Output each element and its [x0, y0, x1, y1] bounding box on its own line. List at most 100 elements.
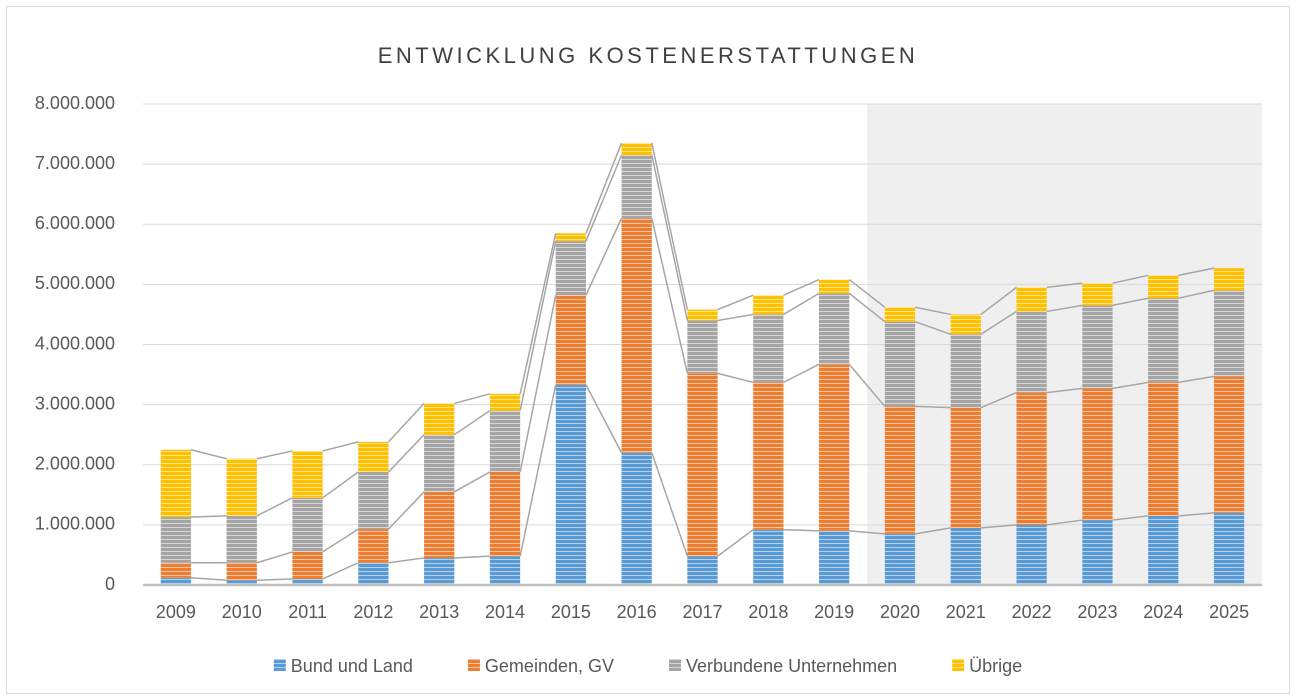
- bar-segment: [819, 279, 850, 294]
- series-connector: [651, 452, 689, 557]
- bar-segment: [950, 334, 981, 408]
- bar-segment: [424, 557, 455, 585]
- series-connector: [783, 528, 820, 532]
- series-connector: [453, 471, 491, 493]
- bar-segment: [555, 384, 586, 585]
- series-connector: [322, 441, 359, 452]
- x-tick-label: 2012: [353, 602, 393, 622]
- legend-swatch: [467, 659, 480, 671]
- legend-label: Verbundene Unternehmen: [686, 656, 897, 676]
- bar-segment: [621, 452, 652, 585]
- bar-segment: [424, 403, 455, 435]
- series-connector: [387, 402, 425, 443]
- series-connector: [848, 363, 886, 407]
- bar-segment: [884, 533, 916, 585]
- x-tick-label: 2017: [682, 602, 722, 622]
- bar-segment: [621, 155, 652, 219]
- series-connector: [519, 240, 557, 411]
- legend-item: Verbundene Unternehmen: [669, 656, 897, 676]
- series-connector: [1178, 289, 1215, 299]
- bar-segment: [884, 307, 916, 322]
- x-tick-label: 2016: [617, 602, 657, 622]
- series-connector: [256, 450, 293, 460]
- y-tick-label: 5.000.000: [35, 273, 115, 293]
- series-connector: [651, 154, 689, 321]
- series-connector: [914, 306, 951, 316]
- bar-segment: [292, 551, 323, 579]
- legend-label: Gemeinden, GV: [485, 656, 614, 676]
- x-tick-label: 2013: [419, 602, 459, 622]
- bar-segment: [489, 410, 521, 472]
- bar-segment: [292, 450, 323, 498]
- bar-segment: [819, 293, 850, 365]
- series-connector: [915, 405, 951, 409]
- bar-segment: [687, 320, 718, 374]
- bar-segment: [1016, 524, 1047, 585]
- chart-title: ENTWICKLUNG KOSTENERSTATTUNGEN: [378, 43, 919, 68]
- series-connector: [454, 555, 490, 559]
- series-connector: [980, 524, 1017, 529]
- bar-segment: [819, 364, 850, 531]
- y-tick-label: 2.000.000: [35, 454, 115, 474]
- series-connector: [387, 434, 425, 473]
- bar-segment: [555, 295, 586, 385]
- series-connector: [387, 491, 425, 530]
- y-tick-label: 0: [105, 574, 115, 594]
- series-connector: [191, 577, 227, 581]
- series-connector: [1112, 297, 1149, 307]
- series-connector: [519, 233, 557, 394]
- legend-item: Gemeinden, GV: [467, 656, 614, 676]
- bar-segment: [226, 562, 257, 581]
- series-connector: [388, 557, 425, 564]
- series-connector: [256, 578, 293, 581]
- bar-segment: [489, 393, 521, 411]
- bar-segment: [358, 562, 389, 585]
- bar-segment: [160, 577, 192, 585]
- bar-segment: [687, 373, 718, 557]
- series-connector: [1046, 282, 1083, 289]
- legend-swatch: [273, 659, 286, 671]
- series-connector: [1178, 375, 1215, 384]
- y-tick-label: 4.000.000: [35, 333, 115, 353]
- series-connector: [980, 286, 1017, 316]
- x-tick-label: 2020: [880, 602, 920, 622]
- bar-segment: [687, 556, 718, 585]
- bar-segment: [358, 471, 389, 530]
- series-connector: [914, 320, 951, 335]
- series-connector: [1046, 304, 1083, 313]
- bar-segment: [621, 218, 652, 453]
- x-tick-label: 2010: [222, 602, 262, 622]
- series-connector: [717, 529, 754, 557]
- series-connector: [717, 313, 754, 322]
- series-connector: [651, 142, 689, 310]
- series-connector: [585, 217, 623, 296]
- x-tick-label: 2023: [1077, 602, 1117, 622]
- series-connector: [454, 393, 491, 405]
- series-connector: [191, 515, 227, 518]
- bar-segment: [226, 580, 257, 585]
- bar-segment: [884, 406, 916, 534]
- y-tick-label: 3.000.000: [35, 393, 115, 413]
- series-connector: [783, 363, 820, 384]
- bar-segment: [1016, 287, 1047, 312]
- series-connector: [585, 384, 623, 454]
- series-connector: [1046, 387, 1083, 394]
- bar-segment: [753, 382, 784, 530]
- bar-segment: [292, 497, 323, 552]
- bar-segment: [358, 529, 389, 563]
- series-connector: [1178, 267, 1215, 277]
- series-connector: [651, 218, 689, 374]
- series-connector: [980, 391, 1017, 409]
- series-connector: [1112, 381, 1149, 390]
- bar-segment: [555, 241, 586, 296]
- x-tick-label: 2011: [288, 602, 327, 622]
- bar-segment: [1148, 298, 1179, 383]
- x-tick-label: 2022: [1012, 602, 1052, 622]
- series-connector: [322, 562, 359, 580]
- series-connector: [585, 154, 623, 242]
- bar-segment: [1213, 376, 1245, 513]
- bar-segment: [819, 530, 850, 585]
- series-connector: [519, 384, 557, 557]
- series-connector: [519, 295, 557, 473]
- bar-segment: [424, 434, 455, 492]
